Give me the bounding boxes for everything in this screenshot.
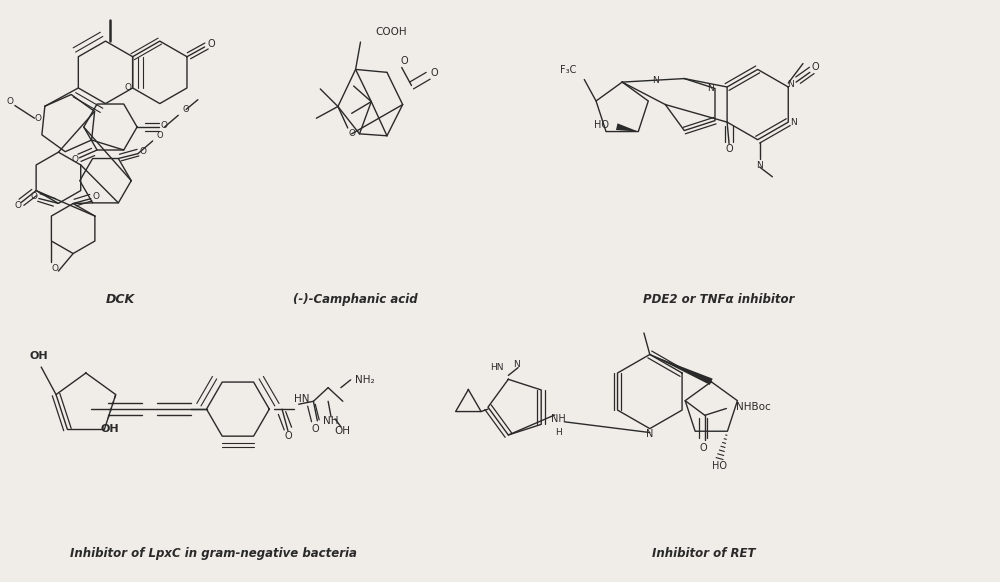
Text: O: O [312,424,319,434]
Text: O: O [401,56,408,66]
Text: N: N [513,360,520,369]
Text: Inhibitor of RET: Inhibitor of RET [652,547,755,560]
Text: O: O [6,97,13,106]
Text: N: N [787,80,794,88]
Text: OH: OH [101,424,119,434]
Text: O: O [35,113,42,123]
Text: COOH: COOH [375,27,407,37]
Text: O: O [725,144,733,154]
Text: O: O [348,129,355,139]
Text: O: O [71,155,78,164]
Text: NHBoc: NHBoc [736,402,771,411]
Text: NH₂: NH₂ [355,375,374,385]
Text: O: O [52,264,59,273]
Text: H: H [555,428,562,437]
Polygon shape [616,123,638,132]
Text: O: O [139,147,146,156]
Text: O: O [699,442,707,453]
Text: F₃C: F₃C [560,65,576,74]
Text: N: N [790,118,797,127]
Text: O: O [30,192,37,201]
Text: N: N [646,430,653,439]
Text: (-)-Camphanic acid: (-)-Camphanic acid [293,293,418,306]
Polygon shape [650,354,713,385]
Text: NH: NH [323,416,339,426]
Text: N: N [707,84,713,93]
Text: DCK: DCK [106,293,135,306]
Text: O: O [160,120,167,130]
Text: PDE2 or TNFα inhibitor: PDE2 or TNFα inhibitor [643,293,794,306]
Text: O: O [124,83,131,93]
Text: O: O [156,130,163,140]
Text: N: N [756,161,763,169]
Text: OH: OH [29,350,48,360]
Text: O: O [284,431,292,441]
Text: HO: HO [594,120,609,130]
Text: OH: OH [335,425,351,435]
Text: HO: HO [712,462,727,471]
Text: O: O [208,39,215,49]
Text: Inhibitor of LpxC in gram-negative bacteria: Inhibitor of LpxC in gram-negative bacte… [70,547,357,560]
Text: O: O [92,192,99,201]
Text: O: O [430,68,438,78]
Text: N: N [652,76,659,85]
Text: O: O [14,201,21,210]
Text: O: O [183,105,189,114]
Text: O: O [812,62,820,73]
Text: HN: HN [294,395,309,404]
Text: HN: HN [490,363,503,372]
Text: NH: NH [551,414,566,424]
